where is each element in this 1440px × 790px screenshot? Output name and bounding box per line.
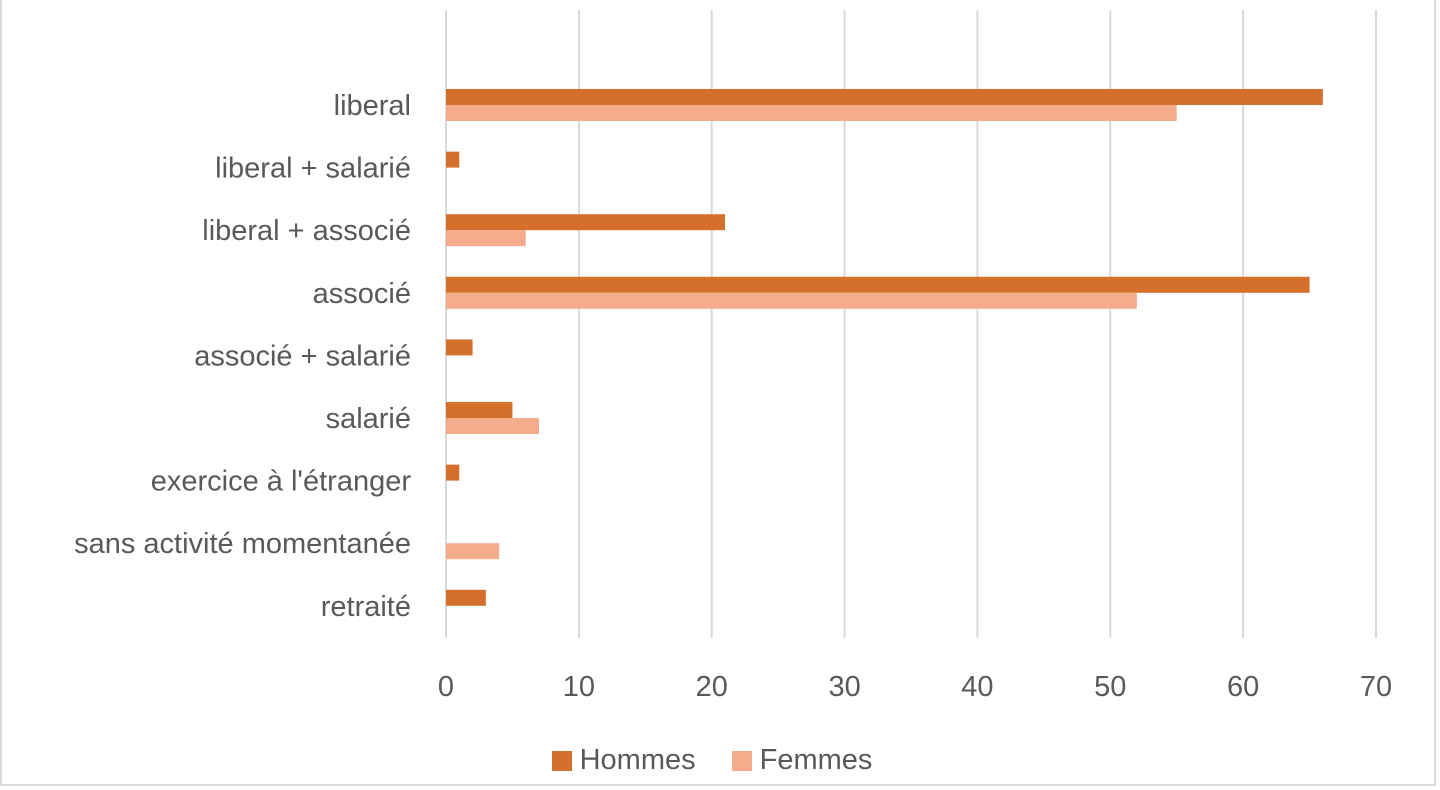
category-label: liberal + salarié (215, 153, 411, 185)
legend-item-hommes: Hommes (551, 744, 696, 777)
x-tick-label: 40 (961, 671, 993, 703)
bar-hommes (446, 402, 513, 418)
bar-femmes (446, 292, 1137, 309)
bar-hommes (446, 464, 460, 481)
bar-hommes (446, 151, 460, 168)
legend: Hommes Femmes (0, 744, 1440, 777)
category-label: retraité (321, 591, 411, 623)
bar-hommes (446, 276, 1310, 293)
x-tick-label: 10 (563, 671, 595, 703)
category-label: sans activité momentanée (74, 528, 411, 560)
x-tick-label: 60 (1227, 671, 1259, 703)
bar-femmes (446, 418, 539, 434)
bar-hommes (446, 214, 725, 231)
bar-femmes (446, 230, 526, 247)
category-label: liberal + associé (202, 215, 411, 247)
category-label: exercice à l'étranger (151, 466, 412, 498)
bar-femmes (446, 105, 1177, 121)
x-tick-label: 20 (696, 671, 728, 703)
category-label: associé + salarié (194, 340, 411, 372)
x-tick-label: 30 (828, 671, 860, 703)
legend-swatch-femmes (731, 750, 752, 771)
x-tick-label: 70 (1360, 671, 1392, 703)
bar-femmes (446, 543, 500, 560)
legend-label-hommes: Hommes (579, 744, 696, 776)
bar-hommes (446, 89, 1323, 105)
x-tick-label: 50 (1094, 671, 1126, 703)
bar-hommes (446, 589, 486, 606)
x-tick-label: 0 (438, 671, 454, 703)
legend-swatch-hommes (551, 750, 572, 771)
bar-chart: 0 10 20 30 40 50 60 70 liberal liberal + salarié l… (74, 10, 1392, 703)
category-label: salarié (326, 403, 411, 435)
bar-hommes (446, 339, 473, 356)
category-label: liberal (334, 90, 411, 122)
legend-item-femmes: Femmes (731, 744, 873, 777)
category-label: associé (313, 278, 411, 310)
legend-label-femmes: Femmes (759, 744, 873, 776)
